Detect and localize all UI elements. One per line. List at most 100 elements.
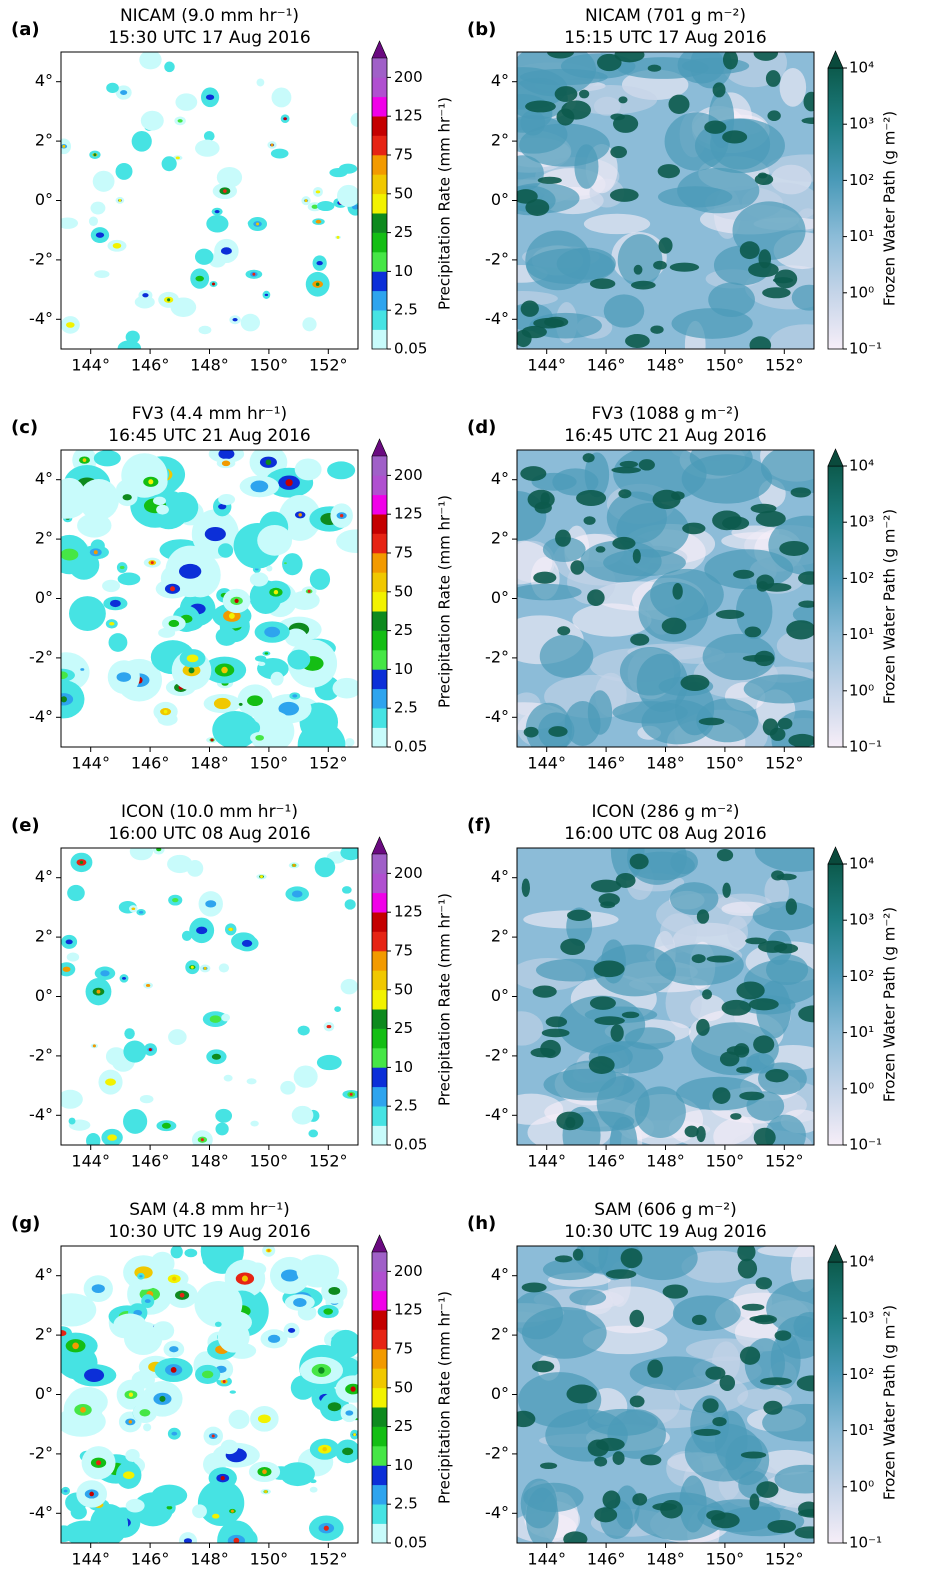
x-tick-label: 152° (309, 356, 348, 375)
y-tick-label: 0° (491, 986, 509, 1005)
y-tick-label: 2° (35, 1325, 53, 1344)
cloud-core (786, 620, 814, 640)
rain-core (84, 1368, 105, 1382)
colorbar-band (372, 912, 387, 932)
cloud-core (739, 241, 760, 260)
cloud-core (801, 117, 814, 124)
colorbar-band (372, 77, 387, 98)
x-tick-label: 144° (527, 754, 566, 773)
cloud-core (749, 336, 772, 349)
rain-cell (280, 1080, 296, 1095)
y-tick-label: 4° (35, 1265, 53, 1284)
y-tick-label: 2° (491, 1325, 509, 1344)
colorbar-band (372, 1271, 387, 1292)
colorbar-band (372, 1368, 387, 1389)
rain-cell (131, 130, 152, 152)
cloud-core (540, 1462, 558, 1470)
cloud-clear (764, 874, 790, 909)
rain-core (178, 563, 202, 579)
rain-cell (131, 1370, 155, 1389)
rain-core (256, 222, 260, 226)
y-tick-label: -4° (29, 707, 53, 726)
rain-cell (68, 1117, 76, 1125)
cloud-core (671, 491, 685, 500)
cloud-core (712, 82, 726, 98)
cloud-core (702, 1398, 719, 1413)
x-tick-label: 148° (646, 1152, 685, 1171)
cloud-core (633, 264, 643, 275)
rain-cell (117, 572, 141, 586)
colorbar-tick-label: 2.5 (394, 1495, 418, 1513)
rain-cell (175, 93, 198, 111)
cloud-thick (752, 901, 814, 931)
y-tick-label: 0° (35, 190, 53, 209)
cloud-core (745, 937, 767, 945)
rain-cell (153, 496, 166, 506)
rain-core (315, 219, 322, 224)
cloud-core (595, 546, 606, 553)
rain-core (220, 247, 232, 255)
rain-cell (257, 525, 293, 556)
colorbar-tick-label: 2.5 (394, 699, 418, 717)
rain-core (128, 1420, 133, 1424)
rain-core (118, 198, 122, 202)
rain-core (252, 272, 256, 276)
rain-core (205, 900, 217, 908)
rain-core (175, 156, 180, 160)
colorbar-band (372, 1387, 387, 1408)
rain-cell (195, 139, 220, 157)
colorbar-tick-label: 75 (394, 1340, 413, 1358)
cloud-core (712, 1416, 727, 1427)
rain-cell (294, 458, 322, 481)
colorbar-tick-label: 10¹ (849, 1421, 874, 1439)
cloud-core (650, 325, 664, 334)
cloud-core (520, 466, 547, 481)
rain-cell (63, 1520, 106, 1543)
chart-title: ICON (286 g m⁻²) (591, 802, 739, 822)
rain-cell (309, 1486, 318, 1493)
colorbar-band (372, 1106, 387, 1126)
cloud-core (602, 1490, 621, 1509)
rain-cell (316, 1054, 342, 1071)
rain-core (188, 667, 195, 674)
rain-core (205, 94, 215, 100)
rain-core (273, 589, 279, 595)
rain-core (123, 1471, 135, 1479)
cloud-core (593, 960, 625, 978)
rain-core (250, 480, 269, 493)
colorbar-band (372, 1009, 387, 1029)
colorbar-band (372, 931, 387, 952)
cloud-core (702, 989, 712, 1000)
colorbar-tick-label: 10⁰ (849, 283, 874, 301)
y-tick-label: 2° (35, 529, 53, 548)
rain-core (150, 561, 154, 565)
rain-cell (216, 167, 243, 188)
cloud-thick (708, 282, 755, 318)
cloud-core (794, 1526, 814, 1539)
rain-core (241, 939, 253, 947)
rain-core (62, 144, 66, 148)
cloud-core (541, 1028, 570, 1038)
rain-core (233, 1537, 240, 1543)
rain-core (328, 1287, 341, 1295)
rain-core (139, 1275, 143, 1278)
colorbar-band (372, 96, 387, 117)
cloud-core (704, 120, 727, 134)
cloud-clear (766, 154, 814, 182)
rain-core (221, 460, 231, 467)
cloud-thick (696, 698, 759, 743)
rain-core (264, 652, 269, 655)
rain-core (61, 671, 68, 680)
panel-label: (b) (467, 19, 496, 40)
cloud-thick (684, 1423, 763, 1482)
rain-cell (220, 1439, 239, 1455)
rain-cell (250, 1120, 259, 1127)
cloud-core (660, 1499, 683, 1519)
rain-cell (287, 649, 311, 670)
x-tick-label: 150° (250, 356, 289, 375)
y-tick-label: -2° (485, 647, 509, 666)
cloud-core (779, 540, 809, 556)
cloud-core (621, 1011, 640, 1019)
y-tick-label: -2° (485, 249, 509, 268)
rain-core (230, 1509, 234, 1513)
